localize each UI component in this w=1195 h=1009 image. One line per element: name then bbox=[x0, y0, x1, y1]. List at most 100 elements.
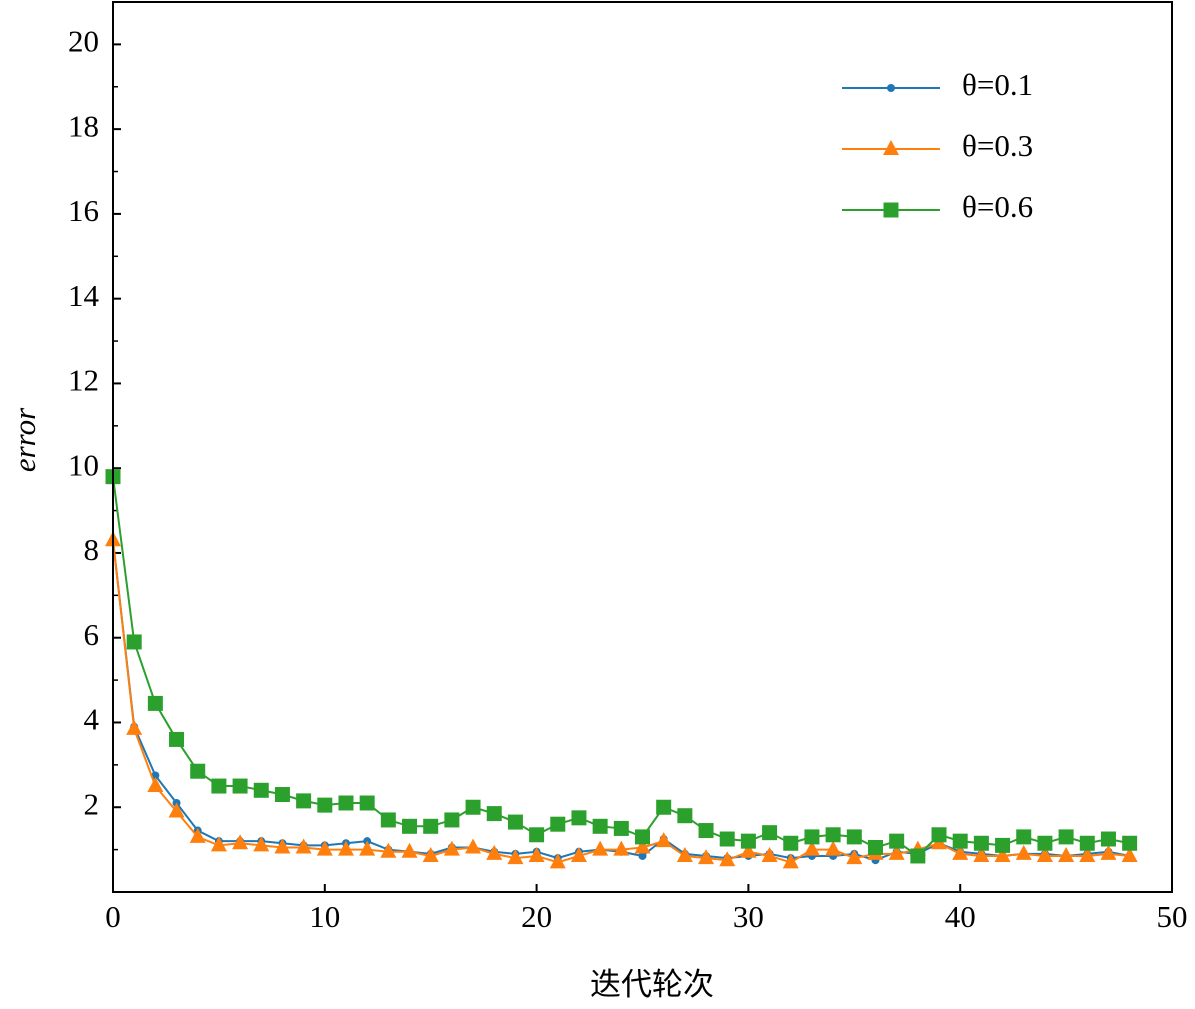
point bbox=[253, 836, 270, 852]
point bbox=[274, 838, 291, 854]
point bbox=[888, 844, 905, 860]
x-tick-label: 50 bbox=[1157, 899, 1188, 934]
plot-frame bbox=[112, 1, 1173, 893]
x-tick-label: 30 bbox=[733, 899, 764, 934]
point bbox=[655, 832, 672, 848]
y-tick-label: 20 bbox=[68, 23, 99, 58]
x-tick-label: 20 bbox=[521, 899, 552, 934]
point bbox=[338, 795, 354, 811]
point bbox=[825, 840, 842, 856]
point bbox=[359, 795, 375, 811]
point bbox=[973, 846, 990, 862]
point bbox=[359, 840, 376, 856]
point bbox=[147, 695, 163, 711]
y-tick-label: 18 bbox=[68, 108, 99, 143]
point bbox=[889, 833, 905, 849]
point bbox=[740, 842, 757, 858]
point bbox=[676, 846, 693, 862]
point bbox=[253, 782, 269, 798]
y-tick-label: 8 bbox=[84, 532, 100, 567]
point bbox=[1058, 846, 1075, 862]
point bbox=[740, 833, 756, 849]
point bbox=[1037, 835, 1053, 851]
point bbox=[126, 719, 143, 735]
point bbox=[803, 840, 820, 856]
point bbox=[486, 806, 502, 822]
point bbox=[592, 818, 608, 834]
point bbox=[719, 831, 735, 847]
y-tick-label: 14 bbox=[68, 278, 100, 313]
point bbox=[825, 827, 841, 843]
point bbox=[931, 827, 947, 843]
point bbox=[126, 634, 142, 650]
point bbox=[401, 842, 418, 858]
point bbox=[804, 829, 820, 845]
point bbox=[295, 838, 312, 854]
point bbox=[274, 787, 290, 803]
point bbox=[1079, 835, 1095, 851]
point bbox=[613, 820, 629, 836]
point bbox=[380, 842, 397, 858]
point bbox=[592, 840, 609, 856]
point bbox=[846, 849, 863, 865]
point bbox=[1079, 846, 1096, 862]
point bbox=[761, 846, 778, 862]
point bbox=[549, 853, 566, 869]
y-tick-label: 2 bbox=[84, 786, 100, 821]
point bbox=[1016, 829, 1032, 845]
point bbox=[486, 844, 503, 860]
point bbox=[465, 838, 482, 854]
point bbox=[783, 835, 799, 851]
point bbox=[1036, 846, 1053, 862]
point bbox=[698, 823, 714, 839]
legend-label: θ=0.6 bbox=[962, 189, 1033, 224]
point bbox=[677, 808, 693, 824]
point bbox=[656, 799, 672, 815]
point bbox=[190, 763, 206, 779]
legend-marker bbox=[883, 140, 899, 155]
legend-marker bbox=[887, 84, 895, 92]
point bbox=[211, 778, 227, 794]
point bbox=[910, 848, 926, 864]
point bbox=[635, 829, 650, 845]
point bbox=[528, 846, 545, 862]
point bbox=[1100, 844, 1117, 860]
point bbox=[232, 778, 248, 794]
point bbox=[443, 840, 460, 856]
legend-marker bbox=[883, 202, 899, 218]
y-tick-label: 12 bbox=[68, 363, 99, 398]
point bbox=[147, 777, 164, 793]
point bbox=[995, 837, 1011, 853]
y-tick-label: 16 bbox=[68, 193, 99, 228]
point bbox=[638, 851, 647, 860]
point bbox=[529, 827, 545, 843]
x-axis-label: 迭代轮次 bbox=[590, 967, 714, 1002]
point bbox=[952, 833, 968, 849]
point bbox=[380, 812, 396, 828]
point bbox=[613, 840, 630, 856]
point bbox=[317, 797, 333, 813]
point bbox=[296, 793, 312, 809]
point bbox=[1058, 829, 1074, 845]
point bbox=[210, 836, 227, 852]
point bbox=[1121, 846, 1138, 862]
x-tick-label: 10 bbox=[309, 899, 340, 934]
point bbox=[316, 840, 333, 856]
point bbox=[994, 846, 1011, 862]
point bbox=[1122, 835, 1138, 851]
point bbox=[168, 802, 185, 818]
point bbox=[1100, 831, 1116, 847]
point bbox=[782, 853, 799, 869]
point bbox=[169, 731, 185, 747]
x-tick-label: 40 bbox=[945, 899, 976, 934]
point bbox=[402, 818, 418, 834]
legend-label: θ=0.3 bbox=[962, 128, 1033, 163]
point bbox=[151, 771, 160, 780]
point bbox=[507, 814, 523, 830]
point bbox=[571, 810, 587, 826]
point bbox=[762, 825, 778, 841]
point bbox=[1015, 844, 1032, 860]
point bbox=[465, 799, 481, 815]
y-axis-label: error bbox=[7, 407, 42, 472]
